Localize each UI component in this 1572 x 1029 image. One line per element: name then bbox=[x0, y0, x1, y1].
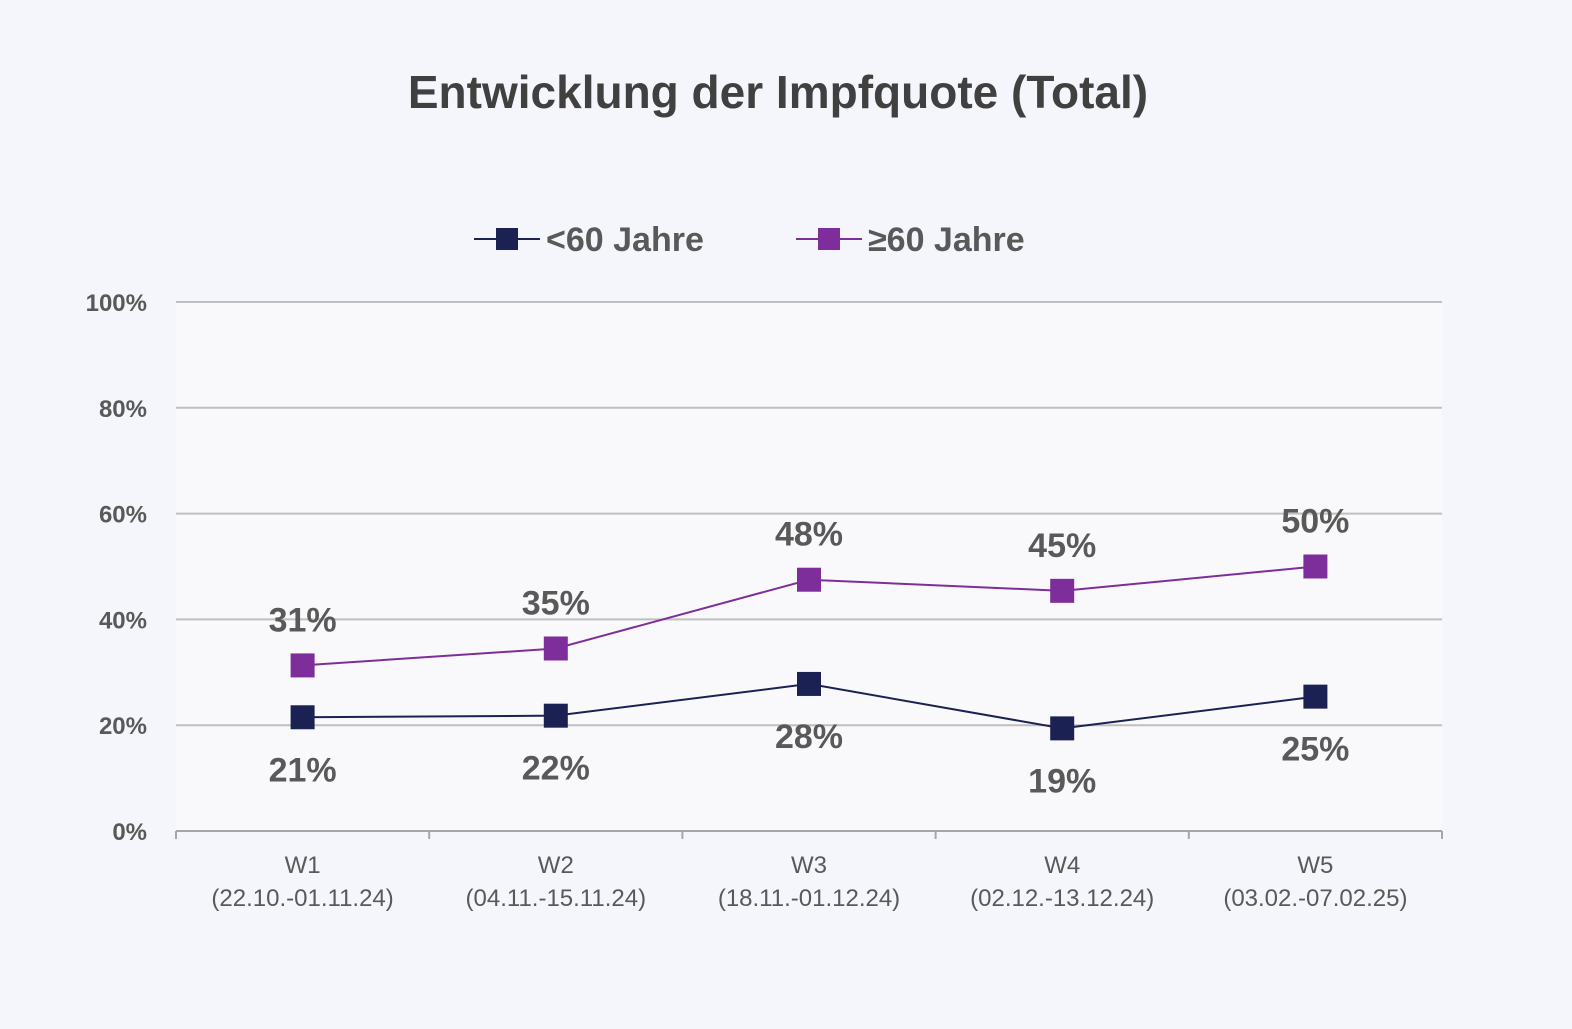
x-tick-label-week: W5 bbox=[1297, 852, 1333, 879]
legend-label-under-60: <60 Jahre bbox=[546, 221, 704, 259]
data-point-marker bbox=[1050, 578, 1075, 603]
y-tick-label: 60% bbox=[99, 502, 147, 529]
x-tick-label-week: W4 bbox=[1044, 852, 1080, 879]
data-label: 45% bbox=[1028, 527, 1096, 565]
data-point-marker bbox=[1050, 716, 1075, 741]
x-tick-label-week: W2 bbox=[538, 852, 574, 879]
data-label: 35% bbox=[522, 584, 590, 622]
data-label: 19% bbox=[1028, 762, 1096, 800]
y-tick-label: 20% bbox=[99, 713, 147, 740]
chart-title: Entwicklung der Impfquote (Total) bbox=[408, 66, 1148, 118]
x-tick-label-week: W1 bbox=[285, 852, 321, 879]
data-label: 21% bbox=[269, 751, 337, 789]
y-tick-label: 0% bbox=[112, 819, 147, 846]
plot-area bbox=[176, 302, 1442, 831]
legend: <60 Jahre ≥60 Jahre bbox=[474, 221, 1025, 259]
data-point-marker bbox=[543, 636, 568, 661]
data-point-marker bbox=[1303, 554, 1328, 579]
data-label: 31% bbox=[269, 601, 337, 639]
legend-marker-60-plus bbox=[818, 228, 840, 250]
data-point-marker bbox=[1303, 684, 1328, 709]
x-tick-label-dates: (02.12.-13.12.24) bbox=[970, 885, 1154, 912]
data-label: 25% bbox=[1281, 731, 1349, 769]
x-tick-label-dates: (18.11.-01.12.24) bbox=[718, 885, 900, 912]
legend-marker-under-60 bbox=[496, 228, 518, 250]
x-tick-label-week: W3 bbox=[791, 852, 827, 879]
x-tick-label-dates: (22.10.-01.11.24) bbox=[211, 885, 393, 912]
y-tick-label: 100% bbox=[86, 290, 147, 317]
data-label: 28% bbox=[775, 718, 843, 756]
data-point-marker bbox=[543, 703, 568, 728]
legend-label-60-plus: ≥60 Jahre bbox=[868, 221, 1025, 259]
data-point-marker bbox=[797, 671, 821, 696]
data-label: 50% bbox=[1281, 503, 1349, 541]
data-label: 48% bbox=[775, 516, 843, 554]
y-tick-label: 80% bbox=[99, 396, 147, 423]
data-point-marker bbox=[290, 705, 315, 730]
data-point-marker bbox=[797, 567, 821, 592]
data-point-marker bbox=[290, 653, 315, 678]
data-label: 22% bbox=[522, 750, 590, 788]
x-tick-label-dates: (04.11.-15.11.24) bbox=[466, 885, 647, 912]
y-tick-label: 40% bbox=[99, 607, 147, 634]
x-tick-label-dates: (03.02.-07.02.25) bbox=[1223, 885, 1407, 912]
